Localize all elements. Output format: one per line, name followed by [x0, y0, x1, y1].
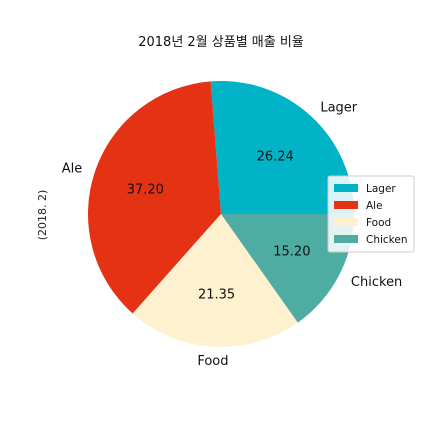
legend-swatch-ale	[334, 201, 358, 209]
pie-slice-chicken	[221, 214, 354, 323]
legend: Lager Ale Food Chicken	[327, 175, 415, 253]
category-label-chicken: Chicken	[351, 275, 402, 290]
legend-box	[327, 175, 415, 253]
legend-label-chicken: Chicken	[366, 234, 408, 246]
legend-label-lager: Lager	[366, 183, 396, 195]
category-label-ale: Ale	[62, 161, 83, 176]
legend-swatch-food	[334, 218, 358, 226]
pie-slice-lager	[210, 81, 354, 214]
legend-swatch-chicken	[334, 235, 358, 243]
legend-swatch-lager	[334, 184, 358, 192]
pie-slice-ale	[87, 81, 221, 314]
category-label-food: Food	[197, 354, 228, 369]
category-label-lager: Lager	[320, 101, 357, 116]
pie-labels: Lager 26.24 Ale 37.20 Food 21.35 Chicken 15.20	[62, 101, 403, 369]
chart-title: 2018년 2월 상품별 매출 비율	[138, 35, 304, 50]
value-label-chicken: 15.20	[273, 245, 310, 260]
pie-slices	[87, 81, 354, 347]
legend-label-food: Food	[366, 217, 391, 229]
y-axis-label: (2018. 2)	[36, 190, 49, 241]
value-label-lager: 26.24	[257, 149, 294, 164]
value-label-ale: 37.20	[127, 183, 164, 198]
legend-label-ale: Ale	[366, 200, 383, 212]
pie-slice-food	[132, 214, 298, 347]
value-label-food: 21.35	[198, 288, 235, 303]
